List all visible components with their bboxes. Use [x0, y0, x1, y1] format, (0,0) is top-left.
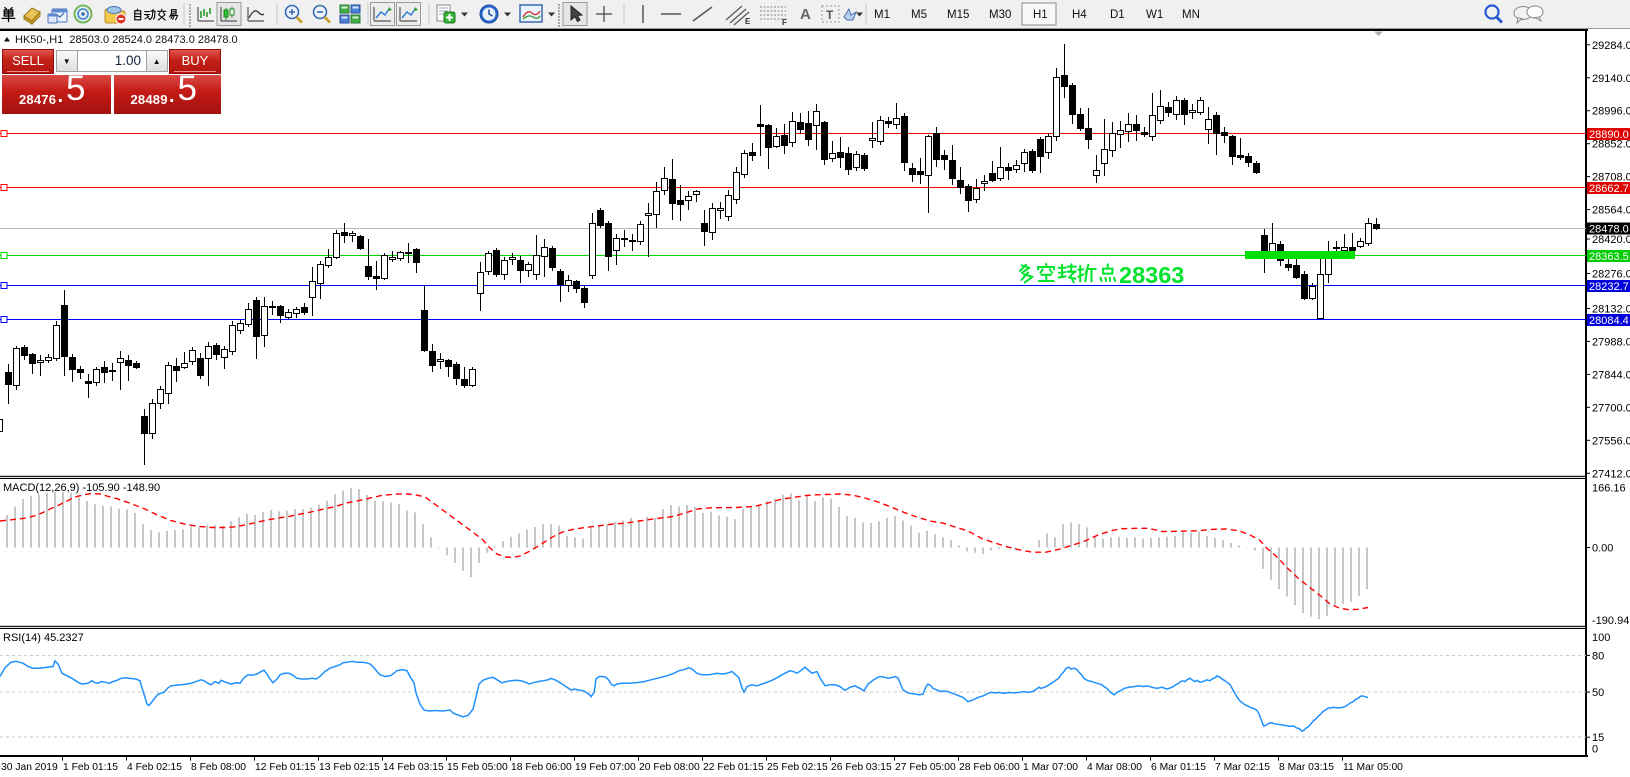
svg-text:50: 50 — [1592, 687, 1604, 699]
svg-text:27556.0: 27556.0 — [1592, 435, 1630, 447]
svg-text:1 Mar 07:00: 1 Mar 07:00 — [1023, 762, 1078, 773]
svg-text:28084.4: 28084.4 — [1589, 315, 1629, 327]
svg-text:M30: M30 — [989, 9, 1011, 21]
svg-text:H4: H4 — [1072, 9, 1087, 21]
svg-text:80: 80 — [1592, 650, 1604, 662]
svg-text:30 Jan 2019: 30 Jan 2019 — [1, 762, 58, 773]
svg-text:6 Mar 01:15: 6 Mar 01:15 — [1151, 762, 1206, 773]
svg-text:28276.0: 28276.0 — [1592, 269, 1630, 281]
svg-text:1 Feb 01:15: 1 Feb 01:15 — [63, 762, 118, 773]
svg-text:M5: M5 — [911, 9, 927, 21]
svg-text:11 Mar 05:00: 11 Mar 05:00 — [1343, 762, 1403, 773]
svg-text:28232.7: 28232.7 — [1589, 281, 1629, 293]
svg-text:14 Feb 03:15: 14 Feb 03:15 — [383, 762, 444, 773]
svg-text:7 Mar 02:15: 7 Mar 02:15 — [1215, 762, 1270, 773]
svg-text:166.16: 166.16 — [1592, 483, 1626, 495]
svg-text:H1: H1 — [1033, 9, 1048, 21]
svg-text:26 Feb 03:15: 26 Feb 03:15 — [831, 762, 892, 773]
svg-text:T: T — [826, 8, 834, 22]
svg-text:19 Feb 07:00: 19 Feb 07:00 — [575, 762, 636, 773]
svg-text:W1: W1 — [1146, 9, 1163, 21]
svg-text:28363.5: 28363.5 — [1589, 251, 1629, 263]
svg-text:HK50-,H1 28503.0 28524.0 2847: HK50-,H1 28503.0 28524.0 28473.0 28478.0 — [15, 34, 238, 46]
svg-text:15 Feb 05:00: 15 Feb 05:00 — [447, 762, 508, 773]
svg-text:A: A — [800, 6, 811, 23]
svg-text:F: F — [782, 18, 787, 27]
svg-text:0: 0 — [1592, 744, 1598, 756]
svg-text:4 Mar 08:00: 4 Mar 08:00 — [1087, 762, 1142, 773]
svg-text:D1: D1 — [1110, 9, 1125, 21]
svg-text:100: 100 — [1592, 632, 1610, 644]
svg-text:20 Feb 08:00: 20 Feb 08:00 — [639, 762, 700, 773]
svg-text:29284.0: 29284.0 — [1592, 40, 1630, 52]
svg-text:28478.0: 28478.0 — [1589, 224, 1629, 236]
svg-text:4 Feb 02:15: 4 Feb 02:15 — [127, 762, 182, 773]
svg-text:M1: M1 — [874, 9, 890, 21]
svg-text:28420.0: 28420.0 — [1592, 234, 1630, 246]
svg-text:28890.0: 28890.0 — [1589, 129, 1629, 141]
svg-text:28564.0: 28564.0 — [1592, 205, 1630, 217]
svg-text:27988.0: 27988.0 — [1592, 336, 1630, 348]
svg-text:12 Feb 01:15: 12 Feb 01:15 — [255, 762, 316, 773]
svg-text:-190.94: -190.94 — [1592, 615, 1629, 627]
svg-text:8 Feb 08:00: 8 Feb 08:00 — [191, 762, 246, 773]
svg-text:MN: MN — [1182, 9, 1200, 21]
svg-text:28363: 28363 — [1119, 262, 1184, 288]
svg-text:13 Feb 02:15: 13 Feb 02:15 — [319, 762, 380, 773]
svg-text:18 Feb 06:00: 18 Feb 06:00 — [511, 762, 572, 773]
svg-text:M15: M15 — [947, 9, 969, 21]
svg-text:28996.0: 28996.0 — [1592, 106, 1630, 118]
svg-text:25 Feb 02:15: 25 Feb 02:15 — [767, 762, 828, 773]
svg-text:28852.0: 28852.0 — [1592, 139, 1630, 151]
svg-text:28662.7: 28662.7 — [1589, 183, 1629, 195]
svg-text:15: 15 — [1592, 732, 1604, 744]
svg-text:0.00: 0.00 — [1592, 543, 1613, 555]
svg-text:22 Feb 01:15: 22 Feb 01:15 — [703, 762, 764, 773]
svg-text:27700.0: 27700.0 — [1592, 402, 1630, 414]
svg-text:RSI(14) 45.2327: RSI(14) 45.2327 — [3, 632, 84, 644]
svg-text:27844.0: 27844.0 — [1592, 369, 1630, 381]
svg-text:29140.0: 29140.0 — [1592, 73, 1630, 85]
svg-text:27 Feb 05:00: 27 Feb 05:00 — [895, 762, 956, 773]
svg-text:8 Mar 03:15: 8 Mar 03:15 — [1279, 762, 1334, 773]
svg-text:28708.0: 28708.0 — [1592, 172, 1630, 184]
svg-text:MACD(12,26,9) -105.90 -148.90: MACD(12,26,9) -105.90 -148.90 — [3, 482, 160, 494]
svg-text:E: E — [745, 17, 751, 26]
svg-text:27412.0: 27412.0 — [1592, 468, 1630, 480]
svg-text:28132.0: 28132.0 — [1592, 304, 1630, 316]
svg-text:28 Feb 06:00: 28 Feb 06:00 — [959, 762, 1020, 773]
